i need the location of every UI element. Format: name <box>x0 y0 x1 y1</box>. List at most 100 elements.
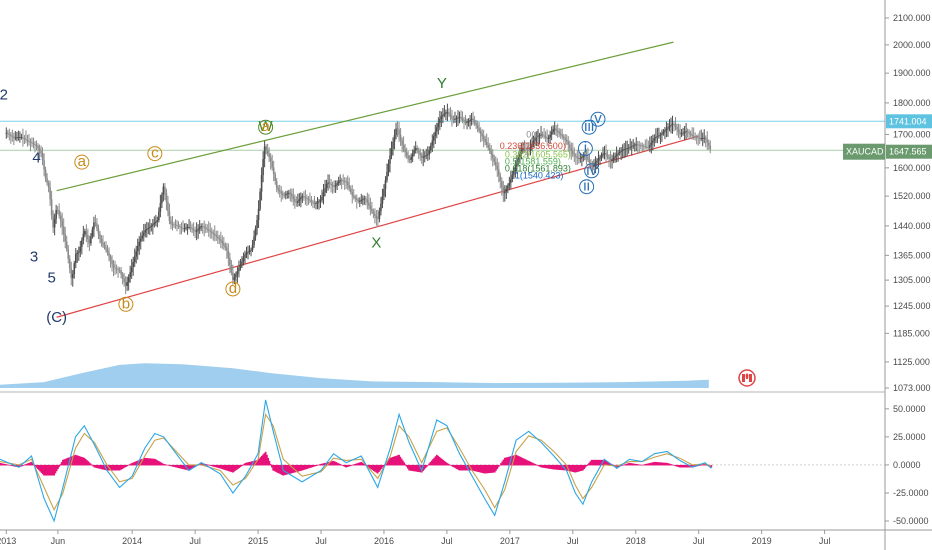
osc-histogram-bar <box>456 464 458 470</box>
candle-body <box>423 155 426 157</box>
osc-histogram-bar <box>307 464 310 469</box>
osc-histogram-bar <box>48 464 50 476</box>
osc-histogram-bar <box>184 464 186 470</box>
candle-body <box>197 228 199 231</box>
candle-body <box>325 183 328 189</box>
candle-body <box>346 181 349 186</box>
osc-histogram-bar <box>87 461 90 466</box>
wave-label: d <box>229 280 237 297</box>
candle-body <box>295 201 298 203</box>
candle-body <box>497 169 500 176</box>
osc-histogram-bar <box>162 463 165 466</box>
osc-histogram-bar <box>301 464 304 471</box>
osc-histogram-bar <box>230 464 233 473</box>
osc-histogram-bar <box>131 462 134 466</box>
symbol-label: XAUCAD <box>846 147 884 157</box>
candle-body <box>88 239 91 244</box>
osc-histogram-bar <box>72 455 74 466</box>
candle-body <box>442 114 444 117</box>
osc-histogram-bar <box>166 464 169 466</box>
osc-histogram-bar <box>501 461 504 466</box>
candle-body <box>387 163 390 172</box>
candle-body <box>250 249 252 251</box>
osc-histogram-bar <box>622 464 625 466</box>
osc-histogram-bar <box>686 464 689 468</box>
osc-histogram-bar <box>289 464 292 474</box>
candle-body <box>688 132 690 134</box>
osc-histogram-bar <box>215 464 218 468</box>
candle-body <box>328 182 331 184</box>
osc-histogram-bar <box>172 464 175 467</box>
osc-histogram-bar <box>565 464 568 471</box>
osc-histogram-bar <box>710 464 713 468</box>
osc-histogram-bar <box>78 456 81 466</box>
osc-histogram-bar <box>191 464 194 469</box>
osc-histogram-bar <box>17 464 20 468</box>
candle-body <box>337 181 340 184</box>
candle-body <box>195 230 198 232</box>
osc-histogram-bar <box>701 464 704 466</box>
candle-body <box>357 199 360 202</box>
candle-body <box>597 158 600 161</box>
candle-body <box>158 211 160 221</box>
x-tick-label: 2016 <box>374 536 394 546</box>
candle-body <box>132 261 134 268</box>
candle-body <box>405 152 408 156</box>
y-tick-label: 1185.000 <box>893 328 930 338</box>
osc-histogram-bar <box>291 464 293 474</box>
wave-label-circle <box>225 281 241 297</box>
osc-histogram-bar <box>201 463 204 466</box>
osc-histogram-bar <box>413 464 416 472</box>
osc-histogram-bar <box>398 454 400 466</box>
candle-body <box>192 229 195 231</box>
candle-body <box>283 194 286 196</box>
candle-body <box>56 209 59 211</box>
candle-body <box>275 180 278 188</box>
candle-body <box>552 129 554 133</box>
candle-body <box>514 166 517 171</box>
osc-histogram-bar <box>437 455 439 466</box>
osc-histogram-bar <box>454 464 457 469</box>
osc-histogram-bar <box>312 464 315 467</box>
candle-body <box>488 147 491 152</box>
osc-histogram-bar <box>121 464 124 470</box>
candle-body <box>407 155 409 159</box>
osc-histogram-bar <box>311 464 314 468</box>
oscillator-pane <box>0 399 713 523</box>
x-tick-label: 2019 <box>752 536 772 546</box>
candle-body <box>642 145 645 147</box>
osc-histogram-bar <box>209 464 212 466</box>
osc-histogram-bar <box>206 464 209 466</box>
candle-body <box>603 152 606 154</box>
osc-histogram-bar <box>38 464 40 471</box>
osc-histogram-bar <box>288 464 291 474</box>
candle-body <box>200 226 202 228</box>
osc-histogram-bar <box>16 464 19 468</box>
x-tick-label: 2014 <box>122 536 142 546</box>
candle-body <box>168 211 171 221</box>
candle-body <box>408 158 411 160</box>
osc-histogram-bar <box>276 464 278 473</box>
osc-histogram-bar <box>649 462 652 466</box>
osc-histogram-bar <box>593 459 596 466</box>
candle-body <box>665 128 668 131</box>
osc-histogram-bar <box>313 464 316 467</box>
osc-histogram-bar <box>299 464 302 471</box>
osc-histogram-bar <box>403 462 406 466</box>
candle-body <box>130 267 133 273</box>
osc-histogram-bar <box>268 460 271 466</box>
osc-histogram-bar <box>534 463 536 466</box>
candle-body <box>331 184 334 187</box>
osc-histogram-bar <box>628 462 631 466</box>
osc-histogram-bar <box>524 459 526 466</box>
osc-histogram-bar <box>485 464 487 474</box>
osc-histogram-bar <box>380 464 383 469</box>
candle-body <box>369 205 372 209</box>
candle-body <box>291 193 293 197</box>
candle-body <box>176 224 178 226</box>
candle-body <box>571 151 574 155</box>
flag-icon[interactable] <box>738 369 756 387</box>
osc-histogram-bar <box>62 459 64 466</box>
wave-label-circle <box>258 119 274 135</box>
